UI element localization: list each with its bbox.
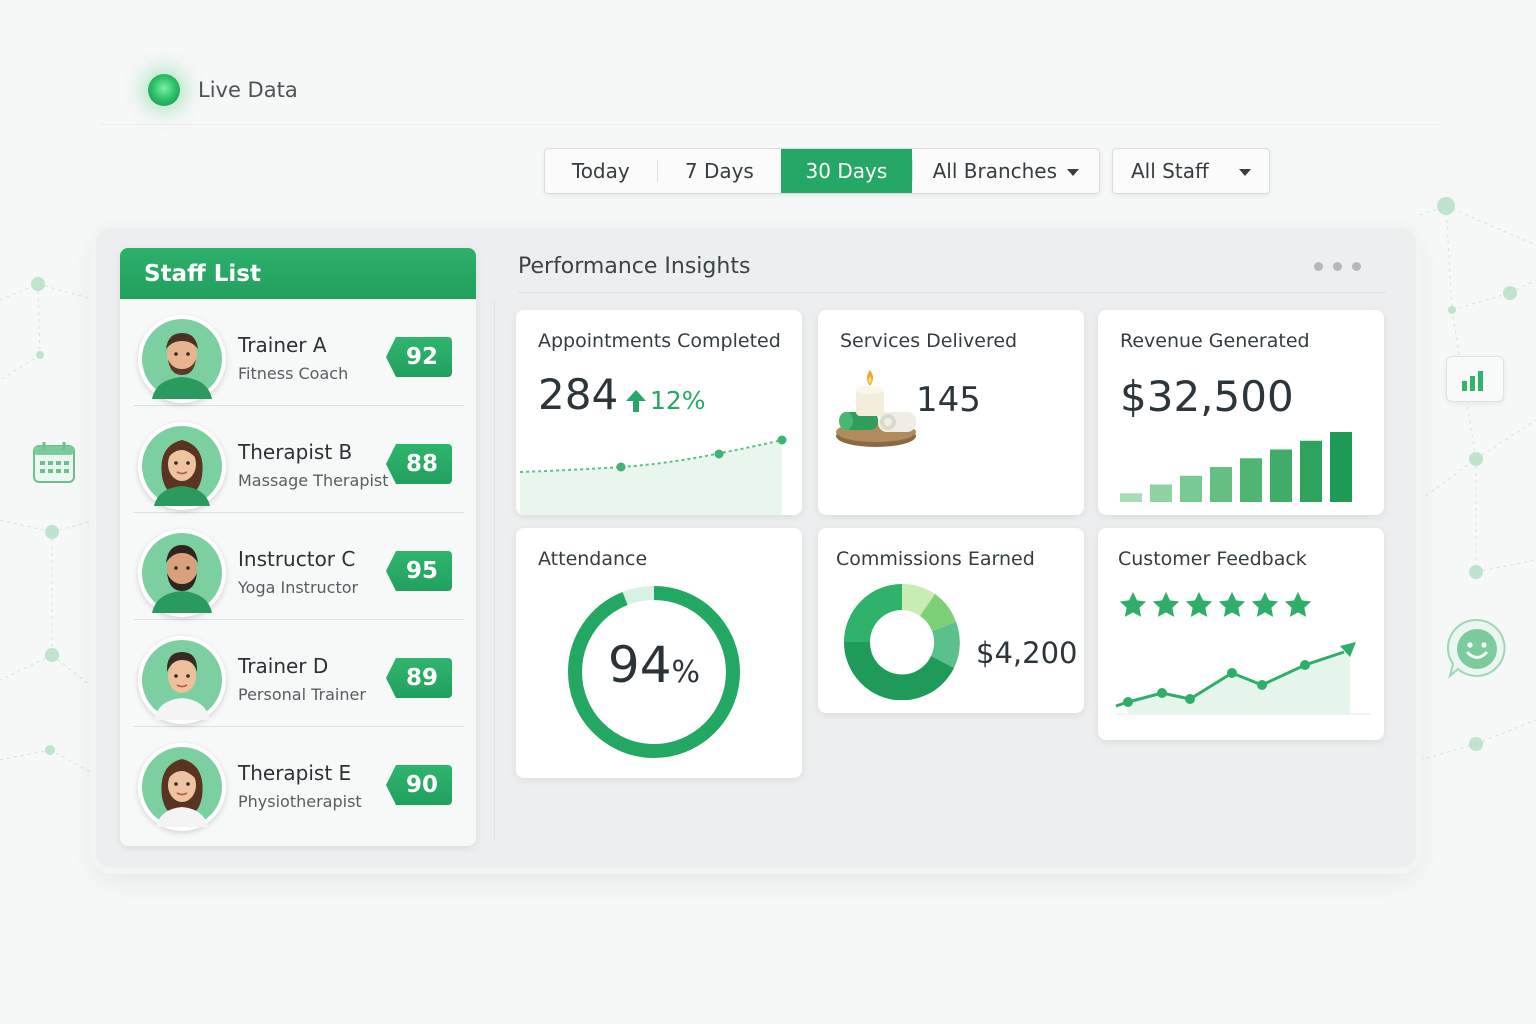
feedback-trend-line <box>1115 642 1370 715</box>
avatar <box>138 422 226 510</box>
revenue-bar <box>1300 440 1322 502</box>
segment-divider <box>656 160 658 182</box>
revenue-card[interactable]: Revenue Generated $32,500 <box>1098 310 1384 515</box>
staff-dropdown[interactable]: All Staff <box>1112 148 1270 194</box>
star-icon <box>1283 590 1313 624</box>
staff-name: Trainer D <box>238 654 329 678</box>
appointments-value: 284 <box>538 370 619 419</box>
services-card[interactable]: Services Delivered 145 <box>818 310 1084 515</box>
staff-list-title: Staff List <box>120 248 476 299</box>
live-data-indicator: Live Data <box>148 74 298 106</box>
services-value: 145 <box>916 380 981 420</box>
more-options-icon[interactable] <box>1314 262 1361 271</box>
commissions-donut-chart <box>844 584 960 700</box>
revenue-bar <box>1330 432 1352 502</box>
appointments-card[interactable]: Appointments Completed 284 12% <box>516 310 802 515</box>
staff-role: Personal Trainer <box>238 685 366 704</box>
performance-insights-title: Performance Insights <box>518 254 751 279</box>
score-badge: 89 <box>386 658 452 698</box>
attendance-readout: 94% <box>564 636 744 694</box>
attendance-ring-chart <box>568 586 740 758</box>
range-30-days-button[interactable]: 30 Days <box>781 149 912 193</box>
star-icon <box>1118 590 1148 624</box>
revenue-title: Revenue Generated <box>1120 330 1310 352</box>
attendance-card[interactable]: Attendance 94% <box>516 528 802 778</box>
staff-row[interactable]: Trainer A Fitness Coach 92 <box>134 299 464 406</box>
live-data-label: Live Data <box>198 78 298 102</box>
attendance-title: Attendance <box>538 548 648 570</box>
attendance-value: 94 <box>607 636 672 694</box>
revenue-value: $32,500 <box>1120 372 1294 421</box>
spa-candle-icon <box>836 370 916 447</box>
star-icon <box>1151 590 1181 624</box>
branches-dropdown-label: All Branches <box>932 159 1058 183</box>
staff-row[interactable]: Instructor C Yoga Instructor 95 <box>134 513 464 620</box>
star-icon <box>1250 590 1280 624</box>
staff-row[interactable]: Trainer D Personal Trainer 89 <box>134 620 464 727</box>
score-badge: 95 <box>386 551 452 591</box>
chevron-down-icon <box>1067 168 1080 176</box>
staff-name: Therapist B <box>238 440 353 464</box>
appointments-title: Appointments Completed <box>538 330 781 352</box>
bar-chart-icon <box>1446 356 1504 402</box>
commissions-title: Commissions Earned <box>836 548 1035 570</box>
branches-dropdown[interactable]: All Branches <box>913 149 1099 193</box>
star-rating <box>1118 590 1313 624</box>
avatar <box>138 636 226 724</box>
staff-role: Physiotherapist <box>238 792 362 811</box>
avatar <box>138 315 226 403</box>
staff-dropdown-label: All Staff <box>1131 159 1209 183</box>
commissions-value: $4,200 <box>976 636 1078 670</box>
range-today-button[interactable]: Today <box>571 159 630 183</box>
chevron-down-icon <box>1239 168 1251 176</box>
score-badge: 90 <box>386 765 452 805</box>
arrow-up-icon <box>626 390 646 416</box>
revenue-bar-chart <box>1120 432 1352 502</box>
smiley-chat-icon <box>1444 616 1510 682</box>
revenue-bar <box>1240 458 1262 502</box>
revenue-bar <box>1210 467 1232 502</box>
staff-name: Instructor C <box>238 547 356 571</box>
live-status-dot <box>148 74 180 106</box>
segment-divider <box>911 160 913 182</box>
staff-row[interactable]: Therapist E Physiotherapist 90 <box>134 727 464 834</box>
date-range-segmented-control: Today 7 Days 30 Days All Branches <box>544 148 1100 194</box>
staff-list-panel: Staff List Trainer A Fitness Coach 92 <box>120 248 476 846</box>
revenue-bar <box>1180 475 1202 502</box>
header-divider <box>100 124 1440 125</box>
star-icon <box>1217 590 1247 624</box>
services-title: Services Delivered <box>840 330 1018 352</box>
score-badge: 92 <box>386 337 452 377</box>
range-7-days-button[interactable]: 7 Days <box>684 159 754 183</box>
staff-role: Yoga Instructor <box>238 578 359 597</box>
revenue-bar <box>1150 484 1172 502</box>
avatar <box>138 529 226 617</box>
star-icon <box>1184 590 1214 624</box>
staff-name: Trainer A <box>238 333 327 357</box>
revenue-bar <box>1270 449 1292 502</box>
attendance-unit: % <box>671 655 701 690</box>
appointments-change: 12% <box>650 386 706 415</box>
score-badge: 88 <box>386 444 452 484</box>
staff-role: Fitness Coach <box>238 364 349 383</box>
staff-row[interactable]: Therapist B Massage Therapist 88 <box>134 406 464 513</box>
calendar-icon <box>30 438 78 486</box>
insights-divider <box>518 292 1386 293</box>
staff-name: Therapist E <box>238 761 352 785</box>
feedback-card[interactable]: Customer Feedback <box>1098 528 1384 740</box>
commissions-card[interactable]: Commissions Earned $4,200 <box>818 528 1084 713</box>
avatar <box>138 743 226 831</box>
staff-role: Massage Therapist <box>238 471 389 490</box>
feedback-title: Customer Feedback <box>1118 548 1307 570</box>
panel-divider <box>494 300 495 840</box>
revenue-bar <box>1120 493 1142 502</box>
appointments-trend-line <box>519 435 787 515</box>
